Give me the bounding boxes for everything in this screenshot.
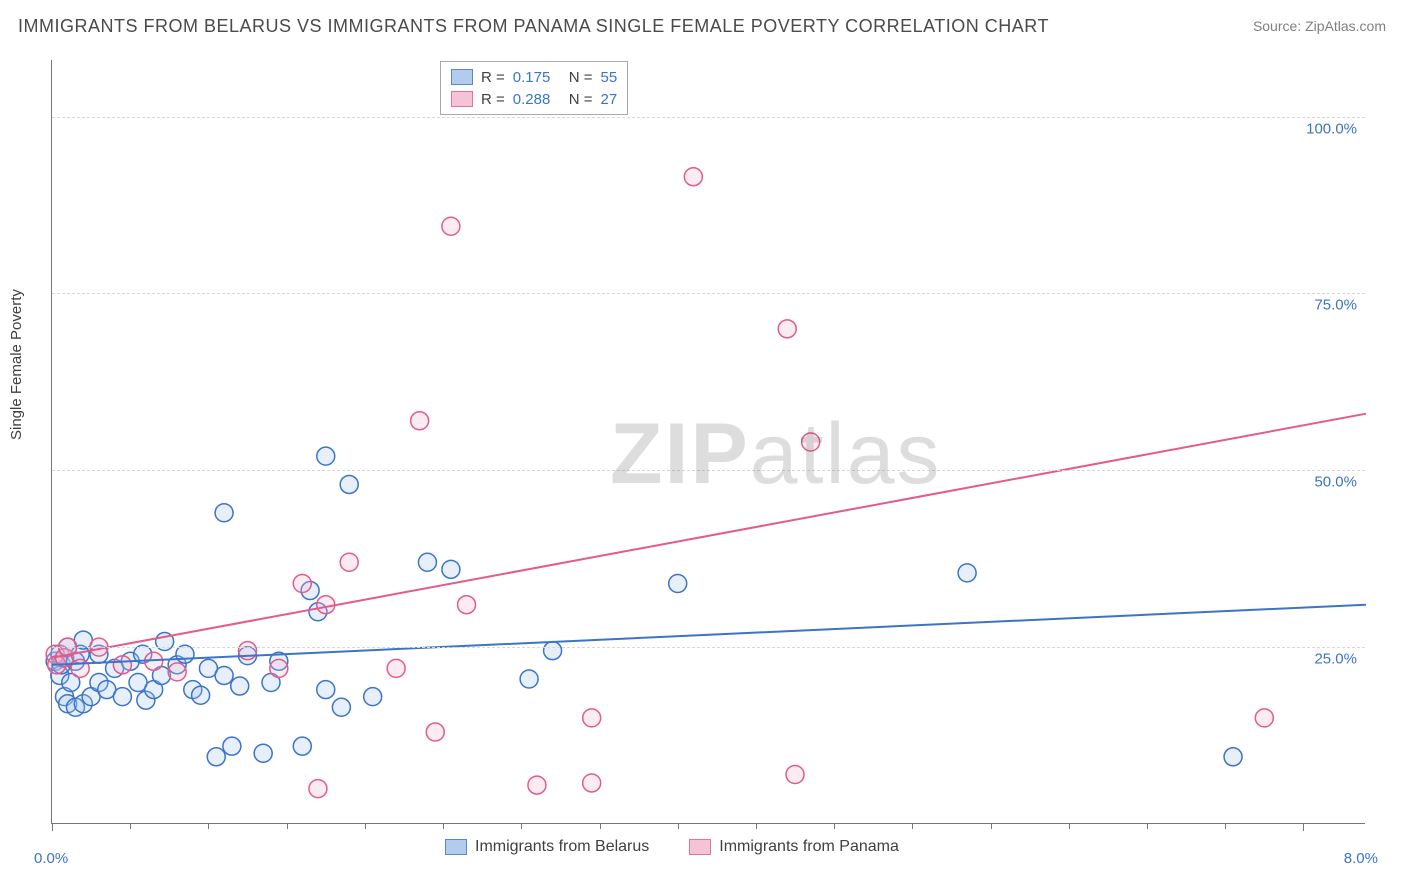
x-axis-max-label: 8.0% [1344,850,1378,867]
legend-n-value: 27 [601,91,618,108]
data-point-belarus [207,748,225,766]
x-tick [991,823,992,829]
data-point-panama [778,320,796,338]
legend-swatch [689,839,711,855]
data-point-panama [270,659,288,677]
x-tick [1303,823,1304,831]
data-point-belarus [340,475,358,493]
y-tick-label: 50.0% [1314,474,1357,491]
data-point-panama [802,433,820,451]
gridline [52,293,1365,294]
data-point-belarus [364,688,382,706]
data-point-belarus [215,666,233,684]
y-tick-label: 75.0% [1314,297,1357,314]
legend-r-label: R = [481,91,505,108]
data-point-panama [317,596,335,614]
y-tick-label: 25.0% [1314,651,1357,668]
legend-swatch [451,69,473,85]
data-point-panama [411,412,429,430]
data-point-panama [426,723,444,741]
data-point-belarus [254,744,272,762]
x-tick [208,823,209,829]
data-point-panama [583,709,601,727]
source-attribution: Source: ZipAtlas.com [1253,18,1386,34]
x-tick [756,823,757,829]
x-tick [521,823,522,829]
data-point-panama [684,168,702,186]
y-axis-label: Single Female Poverty [8,289,25,440]
x-tick [1147,823,1148,829]
legend-series: Immigrants from Belarus Immigrants from P… [445,838,899,856]
data-point-belarus [1224,748,1242,766]
data-point-belarus [418,553,436,571]
x-tick [443,823,444,829]
data-point-belarus [669,574,687,592]
legend-r-label: R = [481,69,505,86]
gridline [52,647,1365,648]
data-point-panama [442,217,460,235]
data-point-belarus [520,670,538,688]
x-tick [52,823,53,831]
data-point-panama [168,663,186,681]
legend-n-value: 55 [601,69,618,86]
data-point-belarus [442,560,460,578]
data-point-panama [387,659,405,677]
legend-series-label: Immigrants from Panama [719,838,899,856]
x-tick [1069,823,1070,829]
data-point-panama [71,659,89,677]
data-point-panama [458,596,476,614]
trend-line-panama [52,414,1366,658]
legend-stats-row: R = 0.175 N = 55 [451,66,617,88]
legend-r-value: 0.288 [513,91,561,108]
data-point-belarus [231,677,249,695]
legend-swatch [451,91,473,107]
x-tick [130,823,131,829]
data-point-belarus [317,447,335,465]
trend-line-belarus [52,605,1366,665]
data-point-panama [309,780,327,798]
chart-svg [52,60,1365,823]
x-tick [912,823,913,829]
x-tick [365,823,366,829]
legend-stats-row: R = 0.288 N = 27 [451,88,617,110]
data-point-panama [113,656,131,674]
legend-stats: R = 0.175 N = 55 R = 0.288 N = 27 [440,61,628,115]
data-point-panama [1255,709,1273,727]
data-point-belarus [544,642,562,660]
x-tick [834,823,835,829]
gridline [52,470,1365,471]
data-point-belarus [223,737,241,755]
x-tick [287,823,288,829]
data-point-panama [528,776,546,794]
data-point-belarus [192,686,210,704]
data-point-belarus [332,698,350,716]
chart-title: IMMIGRANTS FROM BELARUS VS IMMIGRANTS FR… [18,16,1049,37]
data-point-panama [340,553,358,571]
data-point-panama [293,574,311,592]
data-point-belarus [215,504,233,522]
legend-series-item: Immigrants from Belarus [445,838,649,856]
y-tick-label: 100.0% [1306,120,1357,137]
x-tick [600,823,601,829]
legend-n-label: N = [569,69,593,86]
data-point-belarus [293,737,311,755]
data-point-belarus [958,564,976,582]
gridline [52,117,1365,118]
x-axis-min-label: 0.0% [34,850,68,867]
plot-area: 25.0% 50.0% 75.0% 100.0% [51,60,1365,824]
x-tick [1225,823,1226,829]
data-point-panama [786,765,804,783]
data-point-belarus [113,688,131,706]
legend-r-value: 0.175 [513,69,561,86]
legend-swatch [445,839,467,855]
legend-n-label: N = [569,91,593,108]
legend-series-label: Immigrants from Belarus [475,838,649,856]
x-tick [678,823,679,829]
data-point-panama [583,774,601,792]
legend-series-item: Immigrants from Panama [689,838,899,856]
data-point-belarus [317,681,335,699]
